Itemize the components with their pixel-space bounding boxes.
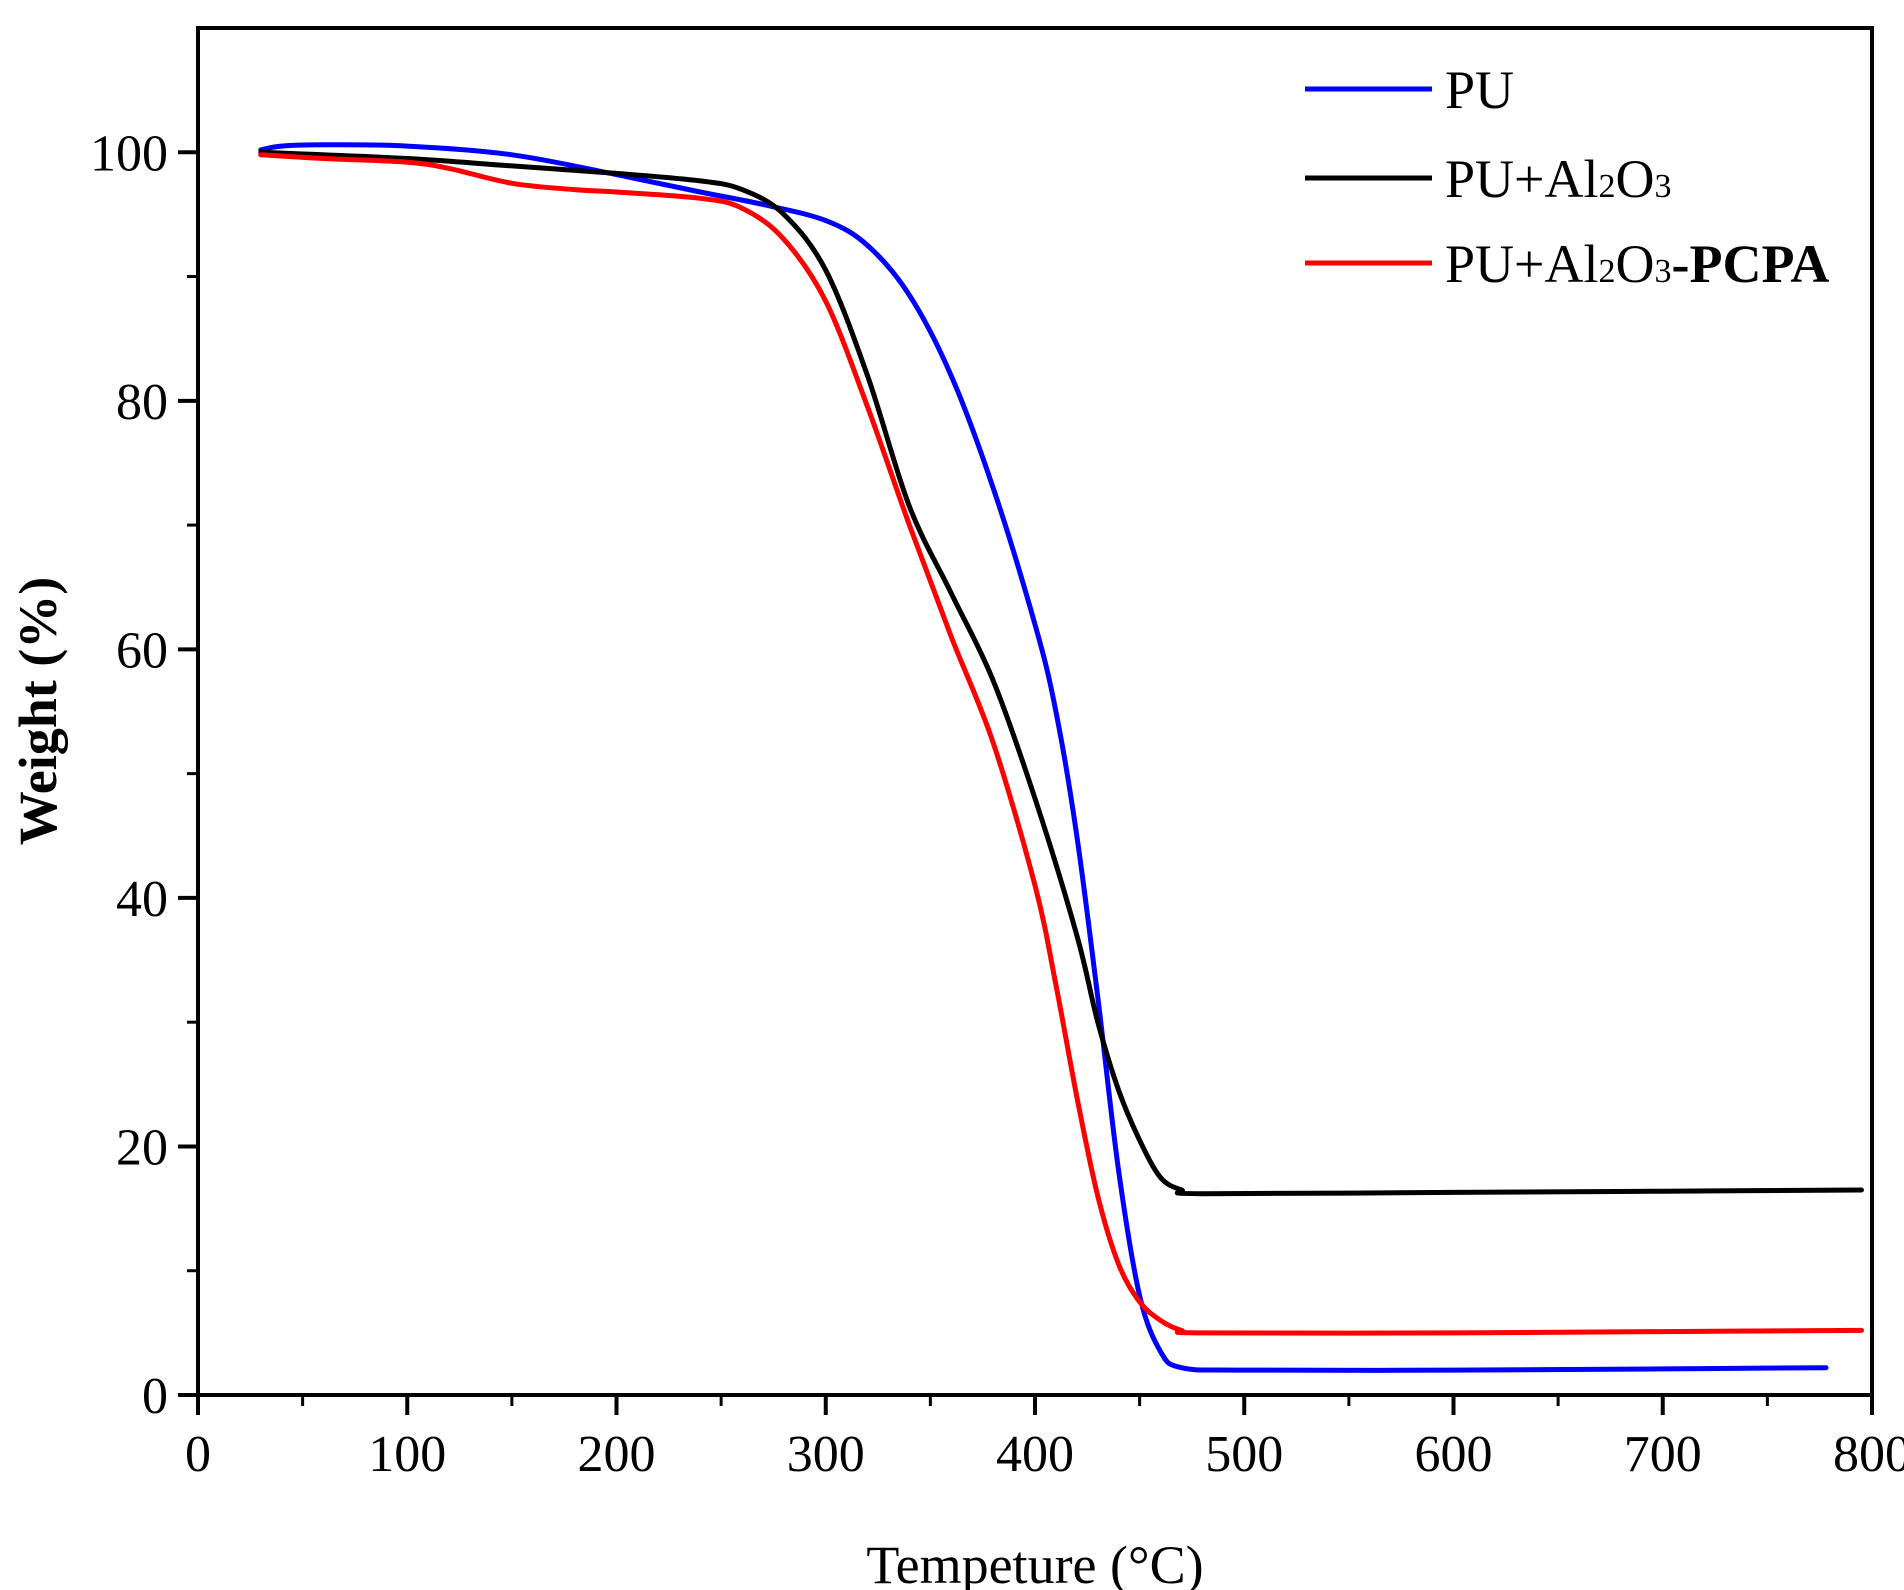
x-tick-label: 100	[368, 1426, 446, 1483]
series-line-pu_al2o3	[258, 149, 1864, 1197]
x-axis-title: Tempeture (°C)	[866, 1535, 1203, 1590]
y-tick-label: 20	[116, 1119, 168, 1176]
x-tick-label: 200	[578, 1426, 656, 1483]
x-tick-label: 0	[185, 1426, 211, 1483]
legend-label-pu-al2o3-pcpa: PU+Al2O3-PCPA	[1445, 234, 1829, 294]
y-tick-label: 0	[142, 1368, 168, 1425]
y-axis-title: Weight (%)	[8, 577, 68, 845]
series-line-pu_al2o3_pcpa	[258, 152, 1864, 1336]
legend-label-pu-al2o3: PU+Al2O3	[1445, 149, 1671, 209]
legend-label-pu: PU	[1445, 60, 1514, 120]
x-tick-label: 700	[1624, 1426, 1702, 1483]
axis-ticks: 0 100 200 300 400 500 600 700 800 0 20 40 60 80 100	[90, 125, 1904, 1483]
x-tick-label: 600	[1415, 1426, 1493, 1483]
series-line-pu	[258, 142, 1829, 1373]
legend: PU PU+Al2O3 PU+Al2O3-PCPA	[1305, 60, 1829, 294]
y-tick-label: 80	[116, 374, 168, 431]
x-tick-label: 500	[1205, 1426, 1283, 1483]
x-tick-label: 300	[787, 1426, 865, 1483]
y-tick-label: 100	[90, 125, 168, 182]
x-tick-label: 800	[1833, 1426, 1904, 1483]
y-tick-label: 60	[116, 622, 168, 679]
data-series	[258, 142, 1864, 1373]
y-tick-label: 40	[116, 871, 168, 928]
x-tick-label: 400	[996, 1426, 1074, 1483]
